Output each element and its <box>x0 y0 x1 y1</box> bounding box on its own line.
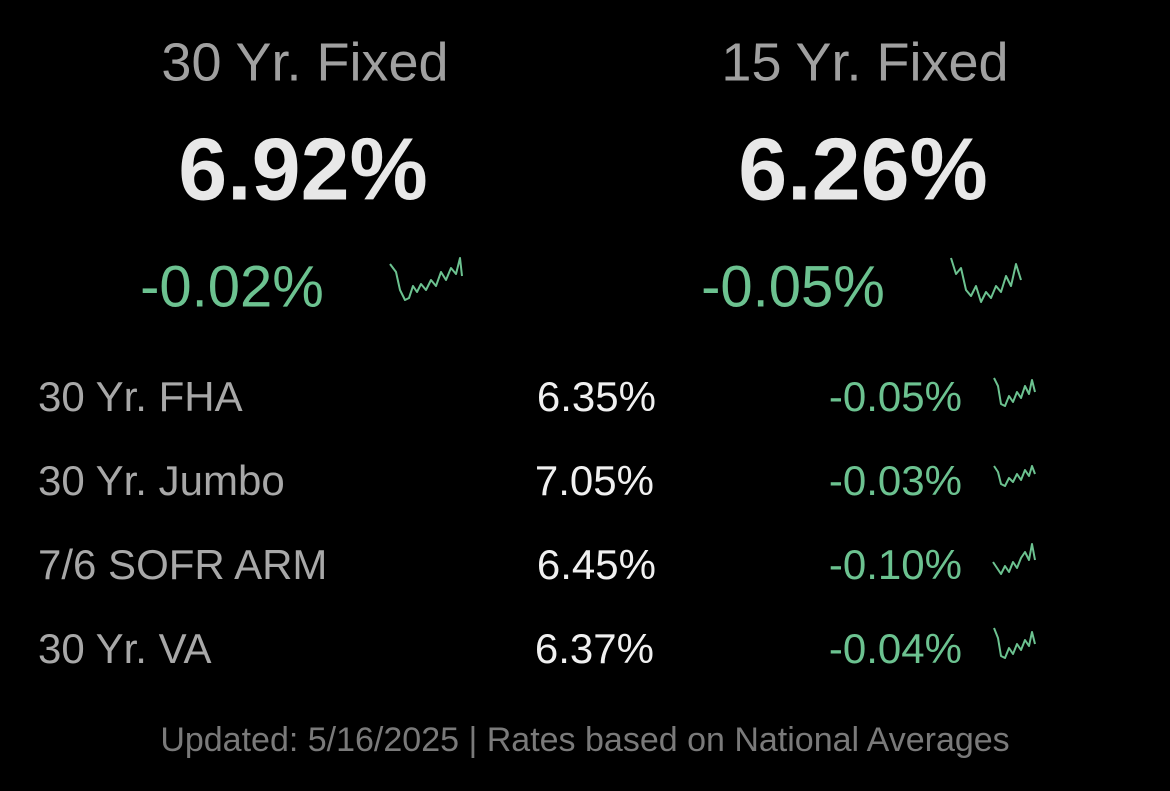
footer-note: Updated: 5/16/2025 | Rates based on Nati… <box>160 721 1009 759</box>
featured-change: -0.02% <box>140 254 324 319</box>
row-rate: 6.35% <box>537 373 656 420</box>
row-change: -0.04% <box>829 625 962 672</box>
row-rate: 6.45% <box>537 541 656 588</box>
row-change: -0.10% <box>829 541 962 588</box>
featured-change: -0.05% <box>701 254 885 319</box>
row-label: 30 Yr. VA <box>38 625 212 672</box>
row-change: -0.03% <box>829 457 962 504</box>
row-label: 30 Yr. Jumbo <box>38 457 285 504</box>
sparkline <box>993 377 1036 407</box>
sparkline <box>993 627 1036 659</box>
featured-rate: 6.26% <box>738 119 988 218</box>
featured-label: 30 Yr. Fixed <box>161 32 448 92</box>
sparkline <box>992 543 1036 575</box>
row-label: 30 Yr. FHA <box>38 373 243 420</box>
featured-label: 15 Yr. Fixed <box>721 32 1008 92</box>
sparkline <box>950 257 1022 303</box>
row-change: -0.05% <box>829 373 962 420</box>
row-rate: 7.05% <box>535 457 654 504</box>
row-rate: 6.37% <box>535 625 654 672</box>
sparkline <box>993 465 1036 487</box>
row-label: 7/6 SOFR ARM <box>38 541 327 588</box>
featured-rate: 6.92% <box>178 119 428 218</box>
sparkline <box>389 257 463 301</box>
